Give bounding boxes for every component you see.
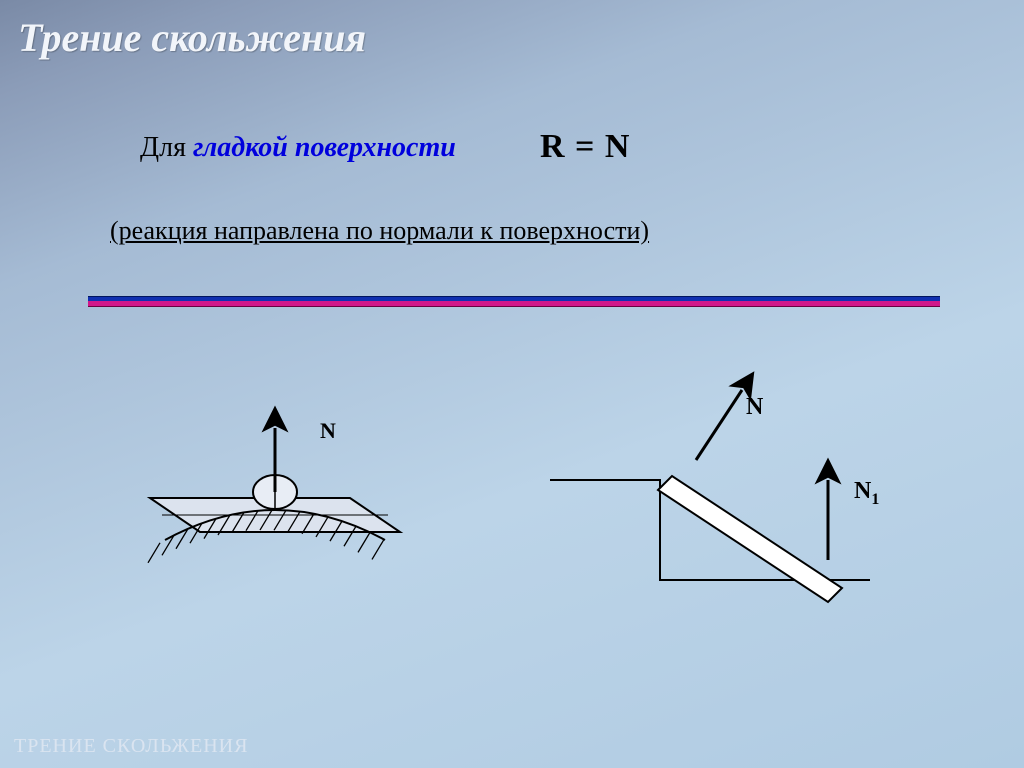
line-reaction-normal: (реакция направлена по нормали к поверхн… [110,216,649,246]
label-n-fig1: N [320,418,336,444]
equation-r-eq-n: R = N [540,128,630,166]
label-n1-sub: 1 [871,491,879,508]
label-n1-fig2: N1 [854,478,879,509]
line1-smooth: гладкой поверхности [193,132,456,163]
divider-bar [88,296,940,306]
label-n1-letter: N [854,478,871,504]
figure-ball-on-surface [140,380,440,600]
line1-for: Для [140,132,193,163]
slide: Трение скольжения Для гладкой поверхност… [0,0,1024,768]
label-n-fig2: N [746,394,763,421]
figure-bar-on-step [540,370,900,630]
slide-title: Трение скольжения [18,14,366,61]
line-smooth-surface: Для гладкой поверхности [140,132,456,164]
footer-text: ТРЕНИЕ СКОЛЬЖЕНИЯ [14,735,248,758]
